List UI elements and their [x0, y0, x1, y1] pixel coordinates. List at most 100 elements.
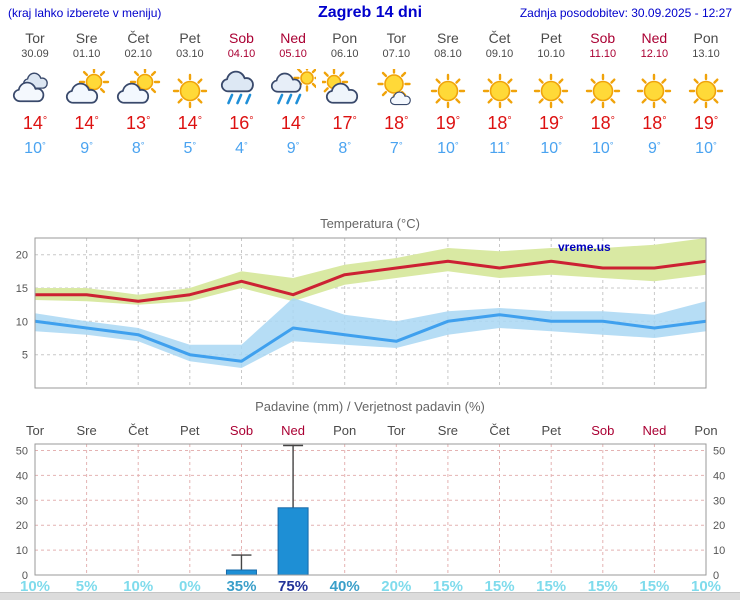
sunny-icon — [627, 69, 681, 111]
svg-text:Pet: Pet — [541, 423, 561, 438]
precip-probability-row: 10% 5% 10% 0% 35% 75% 40% 20% 15% 15% 15% 15% 15% 10% — [0, 578, 740, 596]
day-min-temp: 11° — [489, 140, 510, 157]
day-column: Pet 03.10 14° 5° — [163, 30, 217, 158]
svg-text:20: 20 — [16, 250, 28, 262]
day-min-temp: 10° — [24, 140, 46, 157]
day-name: Sre — [75, 30, 98, 46]
sunny-icon — [421, 69, 475, 111]
svg-text:5: 5 — [22, 350, 28, 362]
day-max-temp: 19° — [435, 113, 461, 133]
day-name: Pet — [540, 30, 562, 46]
day-name: Sre — [437, 30, 459, 46]
day-name: Pon — [332, 30, 358, 46]
horizontal-scrollbar[interactable] — [0, 592, 740, 600]
day-max-temp: 14° — [280, 113, 306, 133]
svg-text:20: 20 — [713, 520, 725, 532]
day-column: Pet 10.10 19° 10° — [524, 30, 578, 158]
day-name: Čet — [127, 30, 150, 46]
day-column: Ned 12.10 18° 9° — [627, 30, 681, 158]
svg-text:0: 0 — [22, 570, 28, 580]
sunny-icon — [576, 69, 630, 111]
day-max-temp: 14° — [177, 113, 203, 133]
day-name: Pet — [179, 30, 201, 46]
temperature-chart: 5 10 15 20 vreme.us — [16, 237, 707, 389]
svg-text:30: 30 — [713, 495, 725, 507]
day-max-temp: 14° — [74, 113, 99, 133]
sunny-icon — [524, 69, 578, 111]
svg-text:50: 50 — [16, 446, 28, 458]
svg-text:40: 40 — [713, 470, 725, 482]
day-name: Tor — [386, 30, 407, 46]
day-min-temp: 10° — [591, 140, 614, 157]
day-column: Sre 08.10 19° 10° — [421, 30, 475, 158]
svg-text:10: 10 — [16, 316, 28, 328]
day-column: Sre 01.10 14° 9° — [60, 30, 114, 158]
day-max-temp: 18° — [384, 113, 409, 133]
day-date: 06.10 — [330, 48, 359, 60]
mostly-sunny-icon — [369, 67, 423, 111]
day-column: Čet 02.10 13° 8° — [111, 30, 165, 158]
svg-text:Pon: Pon — [333, 423, 356, 438]
precip-probability: 10% — [123, 578, 154, 595]
svg-text:Čet: Čet — [489, 423, 510, 438]
svg-text:30: 30 — [16, 495, 28, 507]
svg-text:Sre: Sre — [76, 423, 96, 438]
day-date: 11.10 — [589, 48, 617, 60]
day-name: Čet — [488, 30, 511, 46]
day-max-temp: 14° — [22, 113, 48, 133]
precip-probability: 75% — [278, 578, 309, 595]
svg-text:50: 50 — [713, 446, 725, 458]
day-column: Pon 06.10 17° 8° — [318, 30, 372, 158]
precip-probability: 15% — [639, 578, 670, 595]
day-name: Sob — [590, 30, 616, 46]
day-name: Ned — [280, 30, 306, 46]
cloudy-icon — [8, 69, 62, 111]
day-date: 02.10 — [124, 48, 152, 60]
day-min-temp: 10° — [695, 140, 717, 157]
svg-text:0: 0 — [713, 570, 719, 580]
day-max-temp: 18° — [590, 113, 615, 133]
sunny-icon — [679, 69, 733, 111]
day-min-temp: 10° — [540, 140, 562, 157]
day-column: Tor 30.09 14° 10° — [8, 30, 62, 158]
day-name: Pon — [693, 30, 719, 46]
day-max-temp: 19° — [538, 113, 564, 133]
partly-cloudy-icon — [111, 66, 165, 111]
last-update-text: Zadnja posodobitev: 30.09.2025 - 12:27 — [519, 6, 732, 20]
temperature-chart-title: Temperatura (°C) — [320, 216, 420, 231]
precip-probability: 35% — [226, 578, 257, 595]
day-date: 10.10 — [537, 48, 565, 60]
day-min-temp: 5° — [183, 140, 197, 157]
day-min-temp: 8° — [338, 140, 352, 157]
day-name: Ned — [641, 30, 668, 46]
day-column: Tor 07.10 18° 7° — [369, 30, 423, 158]
svg-text:Ned: Ned — [642, 423, 666, 438]
page-title: Zagreb 14 dni — [317, 4, 423, 21]
svg-text:Pet: Pet — [180, 423, 200, 438]
day-min-temp: 10° — [437, 140, 459, 157]
svg-text:Tor: Tor — [26, 423, 45, 438]
day-column: Ned 05.10 14° 9° — [266, 30, 321, 158]
day-min-temp: 9° — [80, 140, 93, 157]
day-column: Sob 04.10 16° 4° — [214, 30, 268, 158]
svg-text:10: 10 — [713, 545, 725, 557]
day-column: Čet 09.10 18° 11° — [473, 30, 527, 158]
svg-text:15: 15 — [16, 283, 28, 295]
sun-rain-icon — [266, 64, 321, 111]
partly-cloudy-icon — [60, 66, 114, 111]
precip-probability: 15% — [587, 578, 618, 595]
precip-probability: 15% — [432, 578, 463, 595]
day-min-temp: 4° — [235, 140, 248, 157]
day-max-temp: 16° — [229, 113, 254, 133]
day-date: 09.10 — [485, 48, 514, 60]
precip-probability: 0% — [179, 578, 201, 595]
day-max-temp: 18° — [487, 113, 512, 133]
precip-probability: 10% — [690, 578, 722, 595]
day-date: 07.10 — [382, 48, 411, 60]
day-min-temp: 7° — [389, 140, 403, 157]
svg-text:20: 20 — [16, 520, 28, 532]
day-name: Sob — [228, 30, 254, 46]
precip-probability: 40% — [329, 578, 360, 595]
precipitation-chart: Tor Sre Čet Pet Sob Ned Pon Tor Sre Čet Pet Sob Ned P… — [16, 423, 726, 580]
